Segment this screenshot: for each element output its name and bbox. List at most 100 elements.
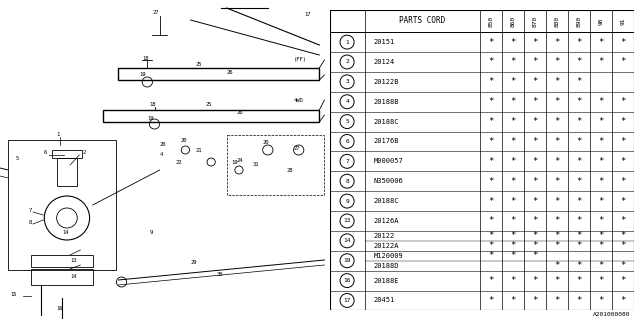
Text: *: * xyxy=(576,137,582,146)
Text: (FF): (FF) xyxy=(294,58,307,62)
Text: *: * xyxy=(554,58,559,67)
Text: 16: 16 xyxy=(57,306,63,310)
Text: 20122A: 20122A xyxy=(374,243,399,249)
Text: *: * xyxy=(510,296,516,305)
Text: *: * xyxy=(488,117,493,126)
Text: *: * xyxy=(620,37,625,47)
Text: 30: 30 xyxy=(216,273,223,277)
Text: *: * xyxy=(488,241,493,250)
Text: 31: 31 xyxy=(252,163,259,167)
Text: 5: 5 xyxy=(345,119,349,124)
Text: *: * xyxy=(488,58,493,67)
Text: *: * xyxy=(598,216,604,226)
Text: *: * xyxy=(598,177,604,186)
Text: *: * xyxy=(620,196,625,205)
Text: 6: 6 xyxy=(44,149,47,155)
Text: *: * xyxy=(510,231,516,240)
Text: *: * xyxy=(598,261,604,270)
Text: *: * xyxy=(488,231,493,240)
Text: *: * xyxy=(576,196,582,205)
Bar xyxy=(118,68,319,80)
Text: *: * xyxy=(576,97,582,106)
Text: 18: 18 xyxy=(149,101,156,107)
Text: 20188C: 20188C xyxy=(374,198,399,204)
Text: 26: 26 xyxy=(237,109,243,115)
Text: *: * xyxy=(532,276,538,285)
Text: *: * xyxy=(620,241,625,250)
Text: 20176B: 20176B xyxy=(374,139,399,144)
Text: *: * xyxy=(510,196,516,205)
Text: *: * xyxy=(488,216,493,226)
Text: *: * xyxy=(620,58,625,67)
Text: *: * xyxy=(510,77,516,86)
Text: *: * xyxy=(620,276,625,285)
Text: 2: 2 xyxy=(83,149,86,155)
Text: *: * xyxy=(598,137,604,146)
Text: 860: 860 xyxy=(511,15,515,27)
Bar xyxy=(31,269,93,285)
Text: 15: 15 xyxy=(10,292,17,298)
Text: 13: 13 xyxy=(70,258,77,262)
Text: 16: 16 xyxy=(343,278,351,283)
Text: *: * xyxy=(554,177,559,186)
Text: 20151: 20151 xyxy=(374,39,395,45)
Text: *: * xyxy=(532,231,538,240)
Text: *: * xyxy=(598,97,604,106)
Text: *: * xyxy=(532,196,538,205)
Text: 22: 22 xyxy=(175,159,182,164)
Text: 24: 24 xyxy=(237,157,243,163)
Text: 2: 2 xyxy=(345,60,349,64)
Text: *: * xyxy=(554,261,559,270)
Text: 14: 14 xyxy=(343,238,351,243)
Text: *: * xyxy=(488,97,493,106)
Text: 19: 19 xyxy=(139,73,145,77)
Text: 25: 25 xyxy=(196,62,202,68)
Text: *: * xyxy=(510,137,516,146)
Text: 4: 4 xyxy=(345,99,349,104)
Text: *: * xyxy=(576,177,582,186)
Text: 26: 26 xyxy=(227,69,233,75)
Text: 20451: 20451 xyxy=(374,298,395,303)
Text: 6: 6 xyxy=(345,139,349,144)
Text: 5: 5 xyxy=(15,156,19,161)
Text: 27: 27 xyxy=(294,146,300,150)
Text: 20188B: 20188B xyxy=(374,99,399,105)
Text: 4WD: 4WD xyxy=(294,98,303,102)
Text: 20: 20 xyxy=(159,142,166,148)
Text: *: * xyxy=(576,77,582,86)
Text: *: * xyxy=(532,157,538,166)
Text: *: * xyxy=(620,261,625,270)
Text: 21: 21 xyxy=(196,148,202,153)
Text: *: * xyxy=(532,296,538,305)
Text: *: * xyxy=(620,97,625,106)
Text: *: * xyxy=(576,296,582,305)
Text: 25: 25 xyxy=(206,102,212,108)
Text: 20122B: 20122B xyxy=(374,79,399,85)
Text: *: * xyxy=(554,117,559,126)
Text: 20: 20 xyxy=(180,138,187,142)
Text: *: * xyxy=(620,137,625,146)
Text: 890: 890 xyxy=(576,15,581,27)
Text: *: * xyxy=(554,97,559,106)
Text: *: * xyxy=(488,251,493,260)
Text: *: * xyxy=(532,241,538,250)
Text: 17: 17 xyxy=(343,298,351,303)
Text: M000057: M000057 xyxy=(374,158,403,164)
Text: *: * xyxy=(598,37,604,47)
Text: *: * xyxy=(532,137,538,146)
Text: *: * xyxy=(598,196,604,205)
Text: *: * xyxy=(488,137,493,146)
Text: *: * xyxy=(620,296,625,305)
Text: *: * xyxy=(510,97,516,106)
Text: *: * xyxy=(576,276,582,285)
Text: *: * xyxy=(554,231,559,240)
Bar xyxy=(8,140,116,270)
Text: *: * xyxy=(532,37,538,47)
Text: *: * xyxy=(576,117,582,126)
Text: *: * xyxy=(510,216,516,226)
Text: 1: 1 xyxy=(345,40,349,44)
Text: *: * xyxy=(620,231,625,240)
Text: *: * xyxy=(488,77,493,86)
Text: *: * xyxy=(510,276,516,285)
Text: *: * xyxy=(532,216,538,226)
